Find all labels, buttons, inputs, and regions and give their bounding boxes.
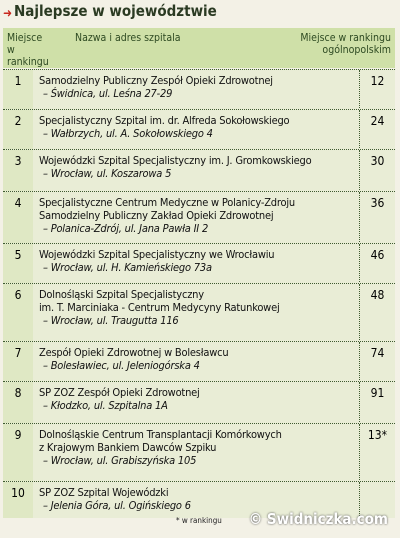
hospital-address: – Wrocław, ul. Koszarowa 5	[43, 167, 172, 180]
hospital-address: – Bolesławiec, ul. Jeleniogórska 4	[43, 359, 200, 372]
hospital-address: – Wałbrzych, ul. A. Sokołowskiego 4	[43, 127, 213, 140]
hospital-name: Dolnośląski Szpital Specjalistyczny	[39, 288, 204, 301]
national-rank-cell: 30	[359, 150, 395, 192]
hospital-address: – Świdnica, ul. Leśna 27-29	[43, 87, 173, 100]
national-rank-cell	[359, 482, 395, 518]
column-header: Miejsce w rankingu ogólnopolskim	[300, 32, 391, 56]
rank-cell: 7	[3, 342, 33, 382]
footnote: * w rankingu	[176, 516, 222, 525]
table-row: 2 Specjalistyczny Szpital im. dr. Alfreda…	[3, 109, 395, 150]
rank-cell: 3	[3, 150, 33, 192]
table-row: 10 SP ZOZ Szpital Wojewódzki – Jelenia Gór…	[3, 481, 395, 518]
table-row: 4 Specjalistyczne Centrum Medyczne w Pola…	[3, 191, 395, 244]
table-header: Miejsce w rankingu Nazwa i adres szpital…	[3, 28, 395, 68]
table-row: 7 Zespół Opieki Zdrowotnej w Bolesławcu – …	[3, 341, 395, 382]
name-cell: Samodzielny Publiczny Zespół Opieki Zdro…	[39, 74, 273, 100]
table-row: 8 SP ZOZ Zespół Opieki Zdrowotnej – Kłodzk…	[3, 381, 395, 424]
hospital-address: – Wrocław, ul. H. Kamieńskiego 73a	[43, 261, 212, 274]
hospital-name: Wojewódzki Szpital Specjalistyczny we Wr…	[39, 248, 275, 261]
hospital-address: – Wrocław, ul. Traugutta 116	[43, 314, 179, 327]
hospital-address: – Jelenia Góra, ul. Ogińskiego 6	[43, 499, 191, 512]
hospital-address: – Kłodzko, ul. Szpitalna 1A	[43, 399, 168, 412]
national-rank-cell: 74	[359, 342, 395, 382]
table-row: 9 Dolnośląskie Centrum Transplantacji Kom…	[3, 423, 395, 482]
name-cell: Specjalistyczne Centrum Medyczne w Polan…	[39, 196, 295, 235]
national-rank-cell: 36	[359, 192, 395, 244]
rank-cell: 9	[3, 424, 33, 482]
table-row: 6 Dolnośląski Szpital Specjalistyczny im. …	[3, 283, 395, 342]
table-row: 5 Wojewódzki Szpital Specjalistyczny we W…	[3, 243, 395, 284]
watermark: © Swidniczka.com	[248, 510, 388, 528]
table-row: 3 Wojewódzki Szpital Specjalistyczny im. …	[3, 149, 395, 192]
column-header: Miejsce w rankingu	[7, 32, 49, 68]
name-cell: SP ZOZ Szpital Wojewódzki – Jelenia Góra,…	[39, 486, 191, 512]
national-rank-cell: 13*	[359, 424, 395, 482]
national-rank-cell: 24	[359, 110, 395, 150]
column-header: Nazwa i adres szpitala	[75, 32, 181, 44]
hospital-name: Specjalistyczny Szpital im. dr. Alfreda …	[39, 114, 290, 127]
hospital-name: SP ZOZ Zespół Opieki Zdrowotnej	[39, 386, 200, 399]
rank-cell: 4	[3, 192, 33, 244]
hospital-name: z Krajowym Bankiem Dawców Szpiku	[39, 441, 217, 454]
rank-cell: 10	[3, 482, 33, 518]
arrow-icon: ➜	[3, 6, 13, 20]
hospital-name: SP ZOZ Szpital Wojewódzki	[39, 486, 169, 499]
national-rank-cell: 48	[359, 284, 395, 342]
hospital-address: – Wrocław, ul. Grabiszyńska 105	[43, 454, 197, 467]
hospital-address: – Polanica-Zdrój, ul. Jana Pawła II 2	[43, 222, 209, 235]
name-cell: Dolnośląskie Centrum Transplantacji Komó…	[39, 428, 282, 467]
rank-cell: 5	[3, 244, 33, 284]
name-cell: Zespół Opieki Zdrowotnej w Bolesławcu – B…	[39, 346, 229, 372]
hospital-name: Samodzielny Publiczny Zespół Opieki Zdro…	[39, 74, 273, 87]
hospital-name: Dolnośląskie Centrum Transplantacji Komó…	[39, 428, 282, 441]
name-cell: Wojewódzki Szpital Specjalistyczny we Wr…	[39, 248, 275, 274]
name-cell: Specjalistyczny Szpital im. dr. Alfreda …	[39, 114, 290, 140]
national-rank-cell: 46	[359, 244, 395, 284]
table-row: 1 Samodzielny Publiczny Zespół Opieki Zdr…	[3, 69, 395, 110]
rank-cell: 1	[3, 70, 33, 110]
title: Najlepsze w województwie	[14, 2, 217, 20]
national-rank-cell: 91	[359, 382, 395, 424]
name-cell: Wojewódzki Szpital Specjalistyczny im. J…	[39, 154, 312, 180]
national-rank-cell: 12	[359, 70, 395, 110]
hospital-name: Specjalistyczne Centrum Medyczne w Polan…	[39, 196, 295, 209]
hospital-name: im. T. Marciniaka - Centrum Medycyny Rat…	[39, 301, 280, 314]
rank-cell: 6	[3, 284, 33, 342]
name-cell: SP ZOZ Zespół Opieki Zdrowotnej – Kłodzko…	[39, 386, 200, 412]
name-cell: Dolnośląski Szpital Specjalistyczny im. T…	[39, 288, 280, 327]
hospital-name: Samodzielny Publiczny Zakład Opieki Zdro…	[39, 209, 274, 222]
rank-cell: 8	[3, 382, 33, 424]
hospital-name: Wojewódzki Szpital Specjalistyczny im. J…	[39, 154, 312, 167]
rank-cell: 2	[3, 110, 33, 150]
hospital-name: Zespół Opieki Zdrowotnej w Bolesławcu	[39, 346, 229, 359]
